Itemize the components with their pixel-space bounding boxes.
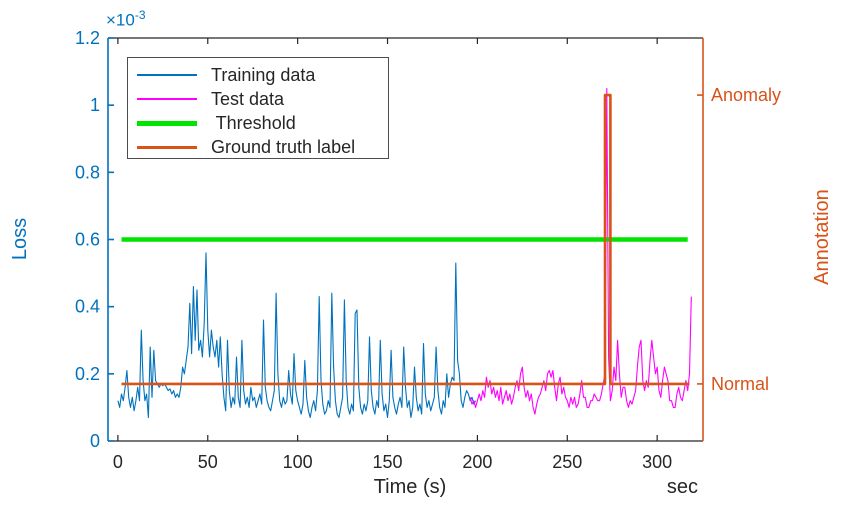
y-tick-label-left: 0.4 <box>75 297 100 317</box>
legend-line-swatch-ground-truth <box>137 145 197 149</box>
legend-line-swatch-training <box>137 74 197 76</box>
x-tick-label: 50 <box>198 452 218 472</box>
x-tick-label: 150 <box>373 452 403 472</box>
x-axis-label: Time (s) <box>373 476 447 498</box>
x-tick-label: 200 <box>462 452 492 472</box>
y-tick-label-left: 0.8 <box>75 162 100 182</box>
x-axis-secondary-label: sec <box>666 476 698 498</box>
series-line-test-data <box>469 87 692 415</box>
x-tick-label: 250 <box>552 452 582 472</box>
y-tick-label-left: 0.6 <box>75 230 100 250</box>
legend: Training data Test data Threshold Ground… <box>127 57 389 159</box>
offset-base: ×10 <box>106 10 135 30</box>
y-axis-offset-text: ×10-3 <box>106 8 146 31</box>
legend-line-swatch-test <box>137 98 197 100</box>
y-axis-label-left: Loss <box>9 217 31 261</box>
legend-label: Training data <box>211 65 316 85</box>
series-line-ground-truth-label <box>121 93 690 386</box>
y-tick-label-left: 1.2 <box>75 28 100 48</box>
y-tick-label-left: 0.2 <box>75 364 100 384</box>
y-axis-label-right: Annotation <box>811 189 833 285</box>
y-tick-label-left: 1 <box>90 95 100 115</box>
y-tick-label-left: 0 <box>90 431 100 451</box>
x-tick-label: 300 <box>642 452 672 472</box>
legend-line-swatch-threshold <box>137 120 197 126</box>
offset-exponent: -3 <box>134 8 146 22</box>
y-tick-label-right: Normal <box>711 374 769 394</box>
legend-item-threshold: Threshold <box>128 111 388 135</box>
legend-item-test-data: Test data <box>128 87 388 111</box>
x-tick-label: 0 <box>113 452 123 472</box>
series-line-training-data <box>117 252 477 419</box>
legend-item-ground-truth: Ground truth label <box>128 135 388 159</box>
y-tick-label-right: Anomaly <box>711 85 781 105</box>
legend-label: Threshold <box>211 113 296 133</box>
legend-item-training-data: Training data <box>128 63 388 87</box>
legend-label: Test data <box>211 89 285 109</box>
x-tick-label: 100 <box>283 452 313 472</box>
legend-label: Ground truth label <box>211 137 356 157</box>
